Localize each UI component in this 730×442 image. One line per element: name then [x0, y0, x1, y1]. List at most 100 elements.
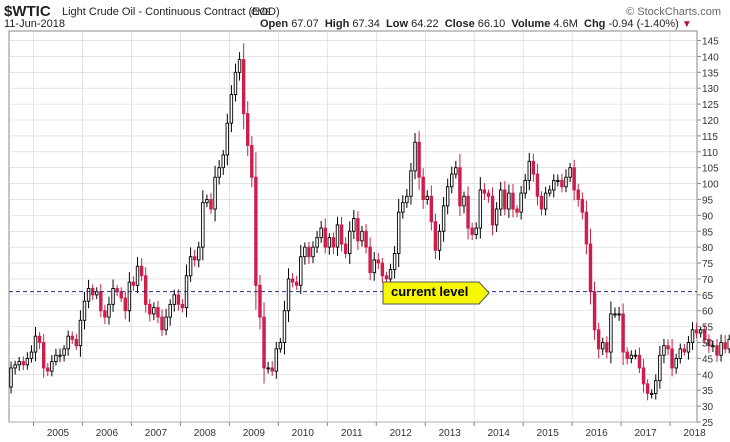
candle-body — [339, 224, 344, 245]
candle-body — [388, 268, 393, 280]
change-value: -0.94 (-1.40%) — [608, 18, 679, 30]
candle-body — [78, 319, 83, 347]
candle-body — [41, 342, 46, 369]
candle-body — [654, 380, 658, 394]
candle-body — [613, 313, 617, 316]
candle-body — [413, 141, 417, 172]
candle-body — [425, 195, 429, 200]
candle-body — [511, 192, 515, 210]
volume-label: Volume — [511, 18, 551, 30]
candle-body — [246, 113, 250, 146]
candle-body — [645, 383, 650, 394]
candle-body — [17, 361, 21, 366]
candle-body — [176, 294, 181, 305]
candle-body — [417, 141, 421, 178]
candle-body — [286, 278, 291, 312]
candle-body — [233, 71, 238, 96]
candle-body — [335, 224, 340, 248]
change-label: Chg — [584, 18, 606, 30]
y-tick-label: 130 — [702, 84, 719, 95]
candle-body — [282, 310, 287, 343]
candle-body — [662, 345, 666, 356]
candle-body — [62, 348, 66, 356]
candle-body — [478, 189, 483, 229]
y-tick-label: 80 — [702, 243, 714, 254]
candle-body — [486, 192, 491, 197]
candle-body — [148, 303, 152, 315]
candle-body — [299, 256, 303, 286]
stockcharts-watermark: © StockCharts.com — [626, 6, 721, 18]
candle-body — [307, 246, 311, 258]
candle-body — [649, 392, 654, 395]
high-label: High — [324, 18, 350, 30]
grid-lines — [9, 31, 697, 423]
candle-body — [319, 227, 323, 239]
candle-body — [254, 176, 258, 286]
candle-body — [70, 335, 74, 340]
candle-body — [368, 246, 372, 274]
candle-body — [180, 303, 185, 309]
candle-body — [686, 342, 691, 353]
candle-body — [568, 167, 572, 178]
candle-body — [715, 345, 719, 356]
y-tick-label: 95 — [702, 195, 714, 206]
candle-body — [164, 316, 168, 331]
x-tick-label: 2016 — [585, 428, 608, 439]
candle-body — [25, 357, 30, 366]
exchange-label: CME — [251, 7, 271, 17]
candle-body — [13, 364, 17, 369]
candle-body — [209, 199, 213, 210]
candle-body — [507, 192, 511, 210]
candle-body — [523, 179, 527, 194]
current-level-callout — [382, 281, 490, 305]
x-tick-label: 2012 — [390, 428, 413, 439]
candle-body — [711, 345, 715, 348]
candle-body — [621, 313, 625, 353]
candle-body — [454, 167, 458, 175]
candle-body — [474, 227, 478, 235]
x-tick-label: 2008 — [194, 428, 217, 439]
candle-body — [188, 256, 193, 277]
candle-body — [380, 262, 385, 277]
candle-body — [221, 154, 225, 169]
candle-body — [82, 300, 87, 321]
candle-body — [323, 227, 327, 248]
y-tick-label: 120 — [702, 116, 719, 127]
candle-body — [384, 275, 389, 280]
volume-value: 4.6M — [553, 18, 578, 30]
candle-body — [103, 310, 107, 318]
candle-body — [343, 243, 348, 254]
y-tick-label: 140 — [702, 52, 719, 63]
candle-body — [294, 281, 299, 286]
candle-body — [327, 237, 332, 248]
candle-body — [445, 186, 450, 207]
candle-body — [625, 351, 629, 359]
x-tick-label: 2018 — [683, 428, 706, 439]
candle-body — [666, 345, 670, 350]
candle-body — [433, 221, 438, 251]
candle-body — [564, 176, 568, 188]
candle-body — [156, 307, 160, 318]
down-arrow-icon: ▼ — [681, 19, 692, 30]
candle-body — [429, 195, 434, 223]
candle-body — [217, 167, 221, 178]
candle-body — [450, 173, 454, 188]
candle-body — [201, 202, 205, 248]
candle-body — [723, 342, 727, 350]
candle-body — [588, 243, 593, 293]
candle-body — [131, 281, 136, 286]
candle-body — [617, 313, 621, 316]
candle-body — [74, 338, 79, 347]
candle-body — [543, 192, 548, 210]
candle-body — [547, 189, 552, 194]
y-tick-label: 25 — [702, 418, 714, 429]
candle-body — [674, 357, 678, 369]
x-tick-label: 2013 — [439, 428, 462, 439]
candle-body — [352, 218, 356, 232]
candle-body — [50, 361, 54, 372]
candle-body — [678, 348, 682, 359]
candle-body — [29, 351, 34, 359]
ticker-symbol: $WTIC — [4, 3, 51, 20]
candle-body — [584, 211, 589, 245]
candle-body — [197, 246, 201, 261]
